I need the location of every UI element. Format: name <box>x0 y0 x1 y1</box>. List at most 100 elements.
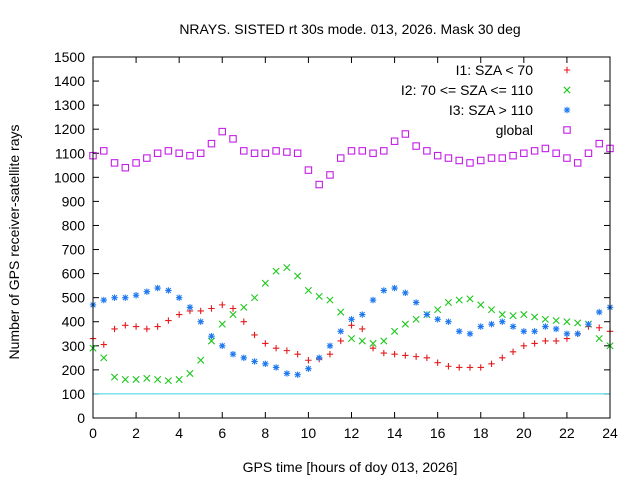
data-point <box>348 316 355 323</box>
data-point <box>164 377 172 385</box>
data-point <box>337 328 344 335</box>
data-point <box>305 357 312 364</box>
legend-label-1: I2: 70 <= SZA <= 110 <box>401 82 533 98</box>
data-point <box>520 328 528 335</box>
data-point <box>542 337 549 345</box>
y-tick-label: 700 <box>62 242 86 258</box>
y-tick-label: 1500 <box>54 49 85 65</box>
data-point <box>563 154 571 162</box>
data-point <box>466 295 474 303</box>
data-point <box>336 154 345 162</box>
data-point <box>380 287 388 294</box>
data-point <box>445 318 452 325</box>
data-point <box>434 306 442 314</box>
data-point <box>423 147 431 155</box>
data-point <box>283 370 291 377</box>
series-3 <box>89 127 614 189</box>
data-point <box>412 353 420 360</box>
data-point <box>563 330 571 337</box>
chart-title: NRAYS. SISTED rt 30s mode. 013, 2026. Ma… <box>179 21 520 37</box>
data-point <box>262 340 269 347</box>
legend-marker-3 <box>563 126 571 134</box>
data-point <box>219 342 226 349</box>
data-point <box>369 339 377 347</box>
x-tick-label: 6 <box>218 425 226 441</box>
y-tick-label: 400 <box>62 314 86 330</box>
data-point <box>530 147 539 155</box>
data-point <box>520 310 528 319</box>
data-point <box>520 342 528 349</box>
data-point <box>304 166 313 174</box>
data-point <box>487 306 496 314</box>
data-point <box>402 289 409 297</box>
data-point <box>164 147 173 155</box>
data-point <box>208 305 215 312</box>
data-point <box>283 347 291 354</box>
data-point <box>100 341 107 348</box>
data-point <box>175 149 183 158</box>
data-point <box>347 147 356 155</box>
data-point <box>391 351 398 358</box>
data-point <box>261 149 270 158</box>
data-point <box>122 322 129 329</box>
data-point <box>121 163 130 172</box>
data-point <box>509 323 517 330</box>
data-point <box>240 303 248 311</box>
x-tick-label: 0 <box>89 425 97 441</box>
data-point <box>110 159 119 167</box>
data-point <box>293 149 302 158</box>
data-point <box>154 375 162 384</box>
data-point <box>326 351 334 358</box>
y-tick-label: 200 <box>62 362 86 378</box>
data-point <box>229 135 237 143</box>
data-point <box>574 319 582 327</box>
data-point <box>520 149 528 158</box>
data-point <box>326 296 334 304</box>
x-tick-label: 4 <box>175 425 183 441</box>
data-point <box>250 149 259 158</box>
data-point <box>229 305 237 312</box>
data-point <box>476 156 485 165</box>
data-point <box>315 180 323 189</box>
data-point <box>499 318 506 325</box>
data-point <box>240 354 247 362</box>
data-point <box>100 354 108 362</box>
y-tick-label: 600 <box>62 266 86 282</box>
data-point <box>552 149 560 158</box>
data-point <box>186 151 194 160</box>
data-point <box>466 330 474 337</box>
data-point <box>207 139 216 148</box>
data-point <box>240 147 248 155</box>
x-tick-label: 2 <box>132 425 140 441</box>
data-point <box>509 151 517 160</box>
legend-marker-1 <box>563 86 571 94</box>
data-point <box>111 325 118 333</box>
data-point <box>552 316 560 325</box>
data-point <box>401 320 409 328</box>
y-tick-label: 1100 <box>55 145 85 161</box>
data-point <box>261 279 269 287</box>
x-tick-label: 20 <box>516 425 532 441</box>
data-point <box>433 151 442 160</box>
data-point <box>359 325 366 333</box>
data-point <box>294 272 302 280</box>
x-tick-label: 8 <box>261 425 269 441</box>
data-point <box>100 147 108 155</box>
data-point <box>251 331 258 339</box>
data-point <box>262 360 269 368</box>
legend-marker-0 <box>563 66 571 74</box>
data-point <box>498 154 507 162</box>
data-point <box>412 315 420 323</box>
legend: I1: SZA < 70 I2: 70 <= SZA <= 110 I3: SZA … <box>401 62 571 138</box>
y-tick-label: 500 <box>62 290 86 306</box>
data-point <box>348 322 355 329</box>
data-point <box>456 364 463 371</box>
data-point <box>488 360 495 368</box>
data-point <box>369 149 377 158</box>
data-point <box>509 312 517 320</box>
data-point <box>509 348 517 356</box>
data-point <box>283 263 291 272</box>
data-point <box>197 307 204 315</box>
legend-marker-2 <box>563 106 571 114</box>
